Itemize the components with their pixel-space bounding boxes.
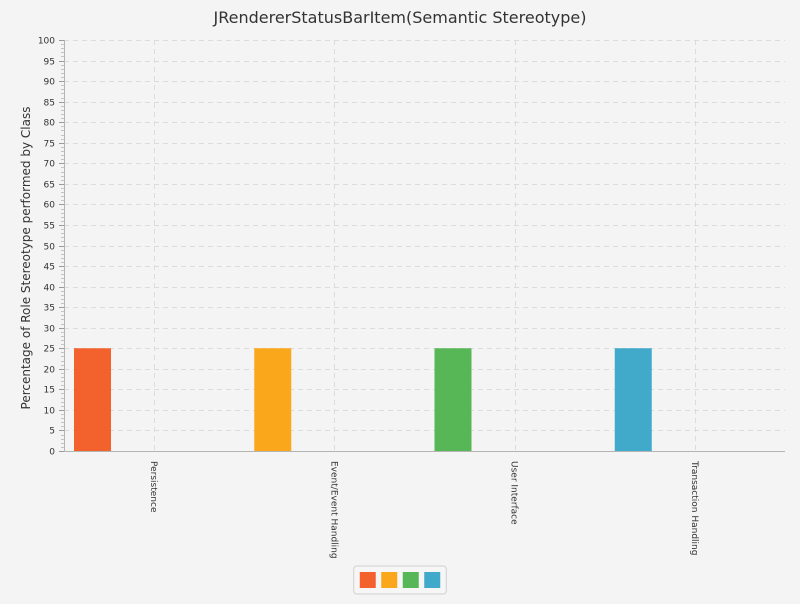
x-tick-label: Transaction Handling — [689, 460, 699, 555]
legend-swatch — [402, 572, 419, 588]
y-tick-label: 10 — [44, 407, 56, 417]
legend-swatch — [381, 572, 398, 588]
y-tick-label: 75 — [44, 140, 55, 150]
y-tick-label: 45 — [44, 263, 55, 273]
y-tick-label: 80 — [44, 119, 56, 129]
grid — [64, 40, 785, 451]
y-axis-label: Percentage of Role Stereotype performed … — [19, 107, 33, 410]
y-tick-label: 60 — [44, 201, 56, 211]
y-tick-label: 25 — [44, 345, 55, 355]
y-tick-label: 50 — [44, 243, 56, 253]
x-tick-label: User Interface — [509, 461, 519, 525]
bars — [74, 348, 652, 451]
bar — [614, 348, 652, 451]
legend-frame — [353, 565, 447, 595]
y-tick-label: 30 — [44, 325, 56, 335]
x-tick-label: Event/Event Handling — [328, 461, 338, 559]
y-tick-label: 35 — [44, 304, 55, 314]
chart-title: JRendererStatusBarItem(Semantic Stereoty… — [212, 8, 586, 27]
bar — [254, 348, 292, 451]
y-tick-label: 100 — [38, 37, 55, 47]
y-tick-label: 85 — [44, 99, 55, 109]
y-tick-label: 0 — [49, 448, 55, 458]
y-tick-label: 5 — [49, 427, 55, 437]
legend-swatch — [359, 572, 376, 588]
axes: 0 5 10 15 20 25 30 35 40 45 50 55 60 65 70 75 80 85 90 95 10… — [38, 37, 785, 559]
bar — [74, 348, 111, 451]
y-tick-label: 55 — [44, 222, 55, 232]
y-tick-label: 20 — [44, 366, 56, 376]
x-tick-label: Persistence — [148, 461, 158, 513]
y-tick-label: 15 — [44, 386, 55, 396]
y-tick-label: 40 — [44, 284, 56, 294]
legend-swatch — [424, 572, 441, 588]
y-tick-label: 90 — [44, 78, 56, 88]
y-tick-label: 95 — [44, 58, 55, 68]
legend — [353, 565, 447, 595]
y-tick-label: 70 — [44, 160, 56, 170]
bar — [434, 348, 472, 451]
y-tick-label: 65 — [44, 181, 55, 191]
